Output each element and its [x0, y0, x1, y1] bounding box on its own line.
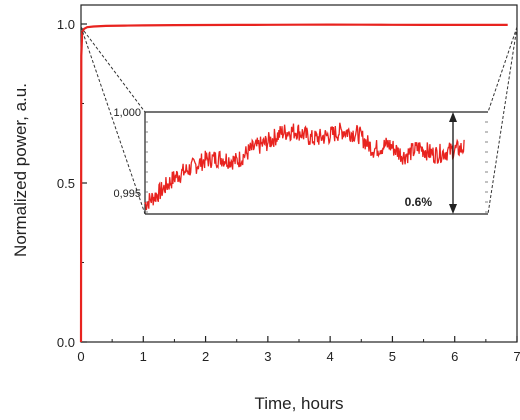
y-tick-label: 1.0: [57, 17, 75, 32]
x-axis-label: Time, hours: [254, 394, 343, 413]
inset-minor-ticks: [145, 121, 488, 213]
x-tick-label: 2: [202, 349, 209, 364]
range-arrow: [449, 112, 457, 214]
main-series: [79, 23, 508, 343]
inset-series: [144, 122, 465, 211]
y-axis-ticks: 0.0 0.5 1.0: [57, 17, 87, 350]
zoom-guide-line: [80, 26, 146, 215]
zoom-guide-line: [487, 26, 518, 113]
zoom-guide-lines: [80, 26, 518, 215]
range-annotation: 0.6%: [405, 195, 433, 209]
y-tick-label: 0.5: [57, 176, 75, 191]
y-axis-label: Normalized power, a.u.: [11, 83, 30, 257]
x-axis-ticks: 0 1 2 3 4 5 6 7: [77, 336, 520, 364]
inset-y-tick-label: 0,995: [113, 188, 141, 200]
main-plot: 0 1 2 3 4 5 6 7 0.0 0.5 1.0 Time, hours Normalize…: [11, 4, 520, 413]
inset-y-tick-label: 1,000: [113, 107, 141, 119]
x-tick-label: 5: [389, 349, 396, 364]
plot-frame: [80, 4, 518, 343]
x-tick-label: 4: [327, 349, 334, 364]
zoom-guide-line: [487, 26, 518, 215]
x-tick-label: 1: [140, 349, 147, 364]
zoom-guide-line: [80, 26, 146, 113]
x-tick-label: 3: [264, 349, 271, 364]
inset-plot: 1,000 0,995 0.6%: [80, 26, 518, 215]
x-tick-label: 6: [451, 349, 458, 364]
inset-series-line: [144, 122, 465, 211]
series-line: [79, 23, 508, 343]
x-tick-label: 7: [513, 349, 520, 364]
inset-y-ticks: 1,000 0,995: [113, 107, 141, 200]
y-tick-label: 0.0: [57, 335, 75, 350]
x-tick-label: 0: [77, 349, 84, 364]
